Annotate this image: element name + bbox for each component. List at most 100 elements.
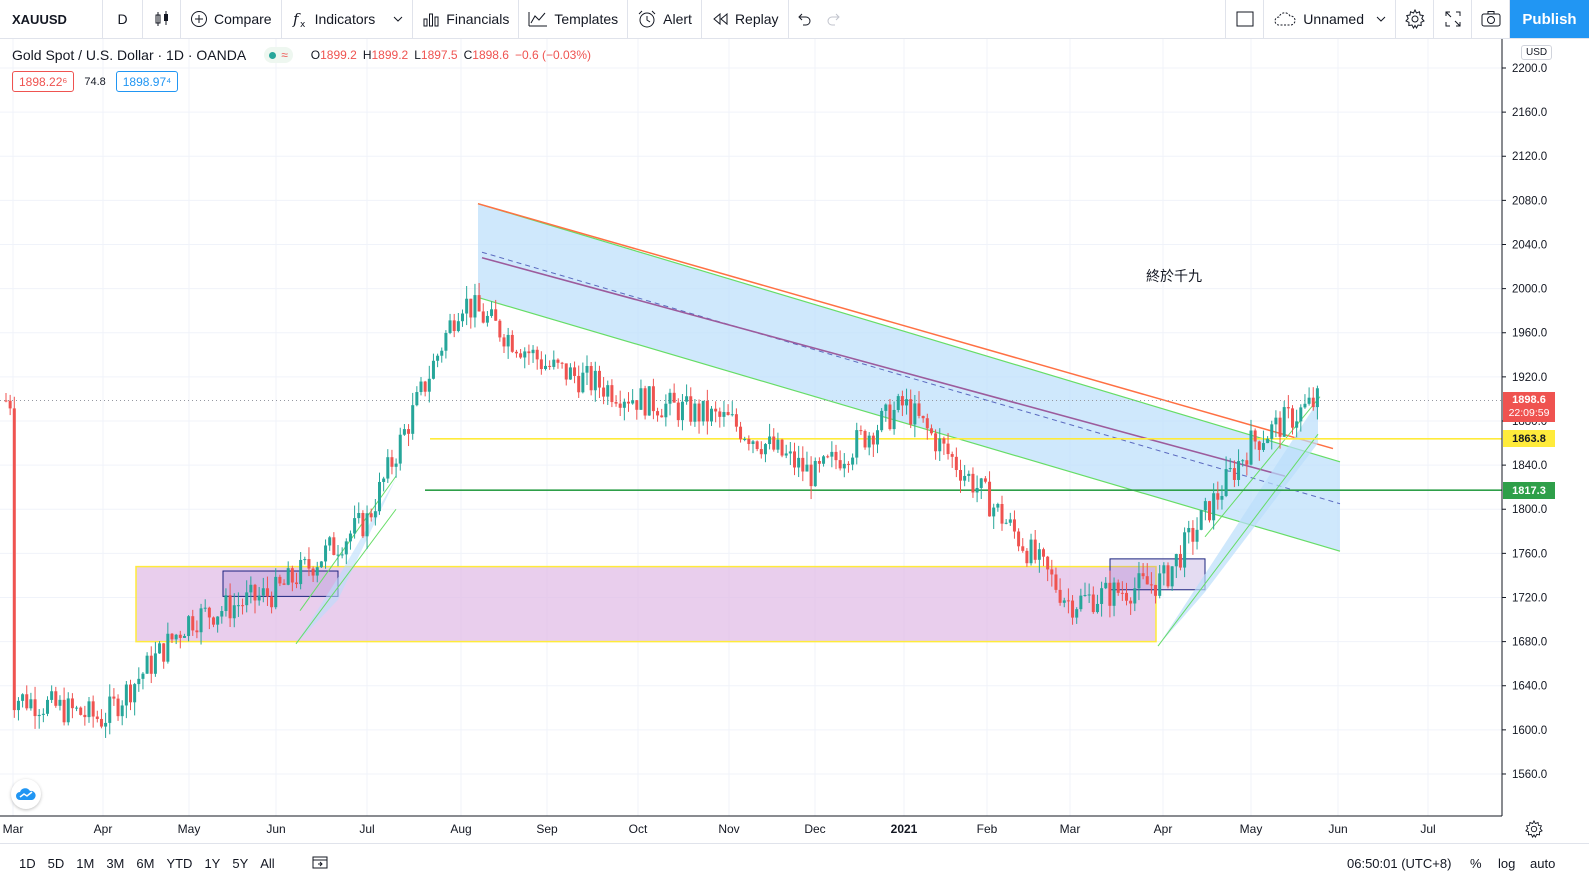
interval-button[interactable]: D bbox=[103, 0, 143, 38]
candle bbox=[1249, 419, 1253, 466]
chevron-down-icon[interactable] bbox=[393, 16, 403, 22]
candle bbox=[577, 365, 581, 398]
candle-body bbox=[158, 643, 162, 654]
candle bbox=[1083, 582, 1087, 597]
candle-body bbox=[676, 402, 680, 421]
candle bbox=[21, 693, 25, 708]
alert-button[interactable]: Alert bbox=[628, 0, 702, 38]
layout-name-button[interactable]: Unnamed bbox=[1263, 0, 1396, 38]
go-to-date-button[interactable] bbox=[311, 854, 329, 873]
candle bbox=[834, 444, 838, 470]
range-6m[interactable]: 6M bbox=[136, 856, 155, 871]
price-tick-label: 2040.0 bbox=[1512, 239, 1547, 251]
candle-body bbox=[506, 334, 510, 347]
financials-button[interactable]: Financials bbox=[413, 0, 520, 38]
candle bbox=[531, 345, 535, 363]
auto-scale-toggle[interactable]: auto bbox=[1530, 856, 1556, 871]
range-all[interactable]: All bbox=[260, 856, 275, 871]
up-channel-2-fill bbox=[1158, 401, 1318, 647]
axis-settings-button[interactable] bbox=[1525, 819, 1543, 841]
candle-body bbox=[411, 405, 415, 434]
candle-body bbox=[909, 399, 913, 425]
candle-body bbox=[1133, 588, 1137, 604]
candle bbox=[494, 299, 498, 321]
clock-timezone[interactable]: 06:50:01 (UTC+8) bbox=[1347, 856, 1452, 871]
candle-body bbox=[552, 359, 556, 367]
redo-button[interactable] bbox=[819, 0, 849, 38]
market-status-badge[interactable]: ≈ bbox=[264, 47, 293, 63]
candle-body bbox=[253, 584, 257, 601]
percent-scale-toggle[interactable]: % bbox=[1470, 856, 1482, 871]
range-5y[interactable]: 5Y bbox=[232, 856, 249, 871]
price-tick-label: 1960.0 bbox=[1512, 328, 1547, 340]
chart-text-annotation[interactable]: 終於千九 bbox=[1146, 268, 1202, 284]
price-chart[interactable]: 2200.0 2160.0 2120.0 2080.0 2040.0 2000.0 1960… bbox=[0, 39, 1589, 842]
bar-countdown: 22:09:59 bbox=[1508, 407, 1550, 419]
candle bbox=[676, 398, 680, 427]
publish-button[interactable]: Publish bbox=[1510, 0, 1589, 38]
candle bbox=[739, 421, 743, 443]
candle bbox=[672, 383, 676, 403]
replay-button[interactable]: Replay bbox=[702, 0, 789, 38]
candle bbox=[772, 428, 776, 452]
candle bbox=[427, 365, 431, 403]
sell-price-box[interactable]: 1898.22⁶ bbox=[12, 71, 75, 92]
candle-body bbox=[54, 691, 58, 706]
candle-body bbox=[934, 433, 938, 452]
candle-body bbox=[1278, 417, 1282, 437]
symbol-search-button[interactable]: XAUUSD bbox=[0, 0, 103, 38]
candle-body bbox=[1224, 469, 1228, 496]
templates-button[interactable]: Templates bbox=[519, 0, 629, 38]
candle bbox=[606, 380, 610, 405]
legend-title[interactable]: Gold Spot / U.S. Dollar · 1D · OANDA bbox=[12, 47, 247, 63]
candle bbox=[485, 311, 489, 327]
bar-chart-icon bbox=[422, 10, 440, 28]
candle bbox=[793, 442, 796, 476]
candle-body bbox=[1141, 573, 1145, 577]
candle-body bbox=[452, 320, 456, 332]
templates-icon bbox=[528, 10, 548, 28]
compare-button[interactable]: Compare bbox=[181, 0, 282, 38]
candle bbox=[971, 467, 975, 498]
candle-body bbox=[220, 611, 224, 617]
range-ytd[interactable]: YTD bbox=[166, 856, 193, 871]
candle bbox=[705, 389, 709, 435]
candle bbox=[1008, 512, 1012, 526]
quote-row: 1898.22⁶ 74.8 1898.97⁴ bbox=[12, 71, 179, 92]
candle bbox=[4, 393, 8, 403]
layout-select-button[interactable] bbox=[1225, 0, 1263, 38]
candle bbox=[1232, 460, 1236, 488]
candle bbox=[867, 432, 871, 456]
range-1y[interactable]: 1Y bbox=[204, 856, 221, 871]
range-1d[interactable]: 1D bbox=[19, 856, 36, 871]
candle-body bbox=[851, 457, 855, 465]
candle bbox=[303, 556, 307, 565]
plus-circle-icon bbox=[190, 10, 208, 28]
undo-button[interactable] bbox=[789, 0, 819, 38]
range-5d[interactable]: 5D bbox=[47, 856, 65, 871]
range-3m[interactable]: 3M bbox=[106, 856, 125, 871]
candle bbox=[116, 694, 120, 721]
fullscreen-button[interactable] bbox=[1434, 0, 1472, 38]
candle-body bbox=[1245, 460, 1249, 465]
currency-label[interactable]: USD bbox=[1521, 45, 1553, 60]
candle-body bbox=[768, 436, 772, 445]
broker-logo[interactable] bbox=[11, 779, 41, 809]
log-scale-toggle[interactable]: log bbox=[1498, 856, 1516, 871]
settings-button[interactable] bbox=[1396, 0, 1434, 38]
candle bbox=[747, 435, 751, 451]
candle bbox=[232, 593, 236, 628]
candle bbox=[436, 353, 440, 368]
chart-pane[interactable]: 2200.0 2160.0 2120.0 2080.0 2040.0 2000.0 1960… bbox=[0, 39, 1589, 842]
candle bbox=[954, 447, 958, 478]
range-1m[interactable]: 1M bbox=[76, 856, 95, 871]
candle-body bbox=[801, 457, 805, 472]
candle bbox=[319, 561, 323, 568]
snapshot-button[interactable] bbox=[1472, 0, 1510, 38]
ohlc-high: H1899.2 bbox=[362, 48, 409, 62]
chart-style-button[interactable] bbox=[143, 0, 181, 38]
candle bbox=[16, 697, 20, 721]
buy-price-box[interactable]: 1898.97⁴ bbox=[115, 71, 179, 92]
candle bbox=[62, 687, 66, 726]
